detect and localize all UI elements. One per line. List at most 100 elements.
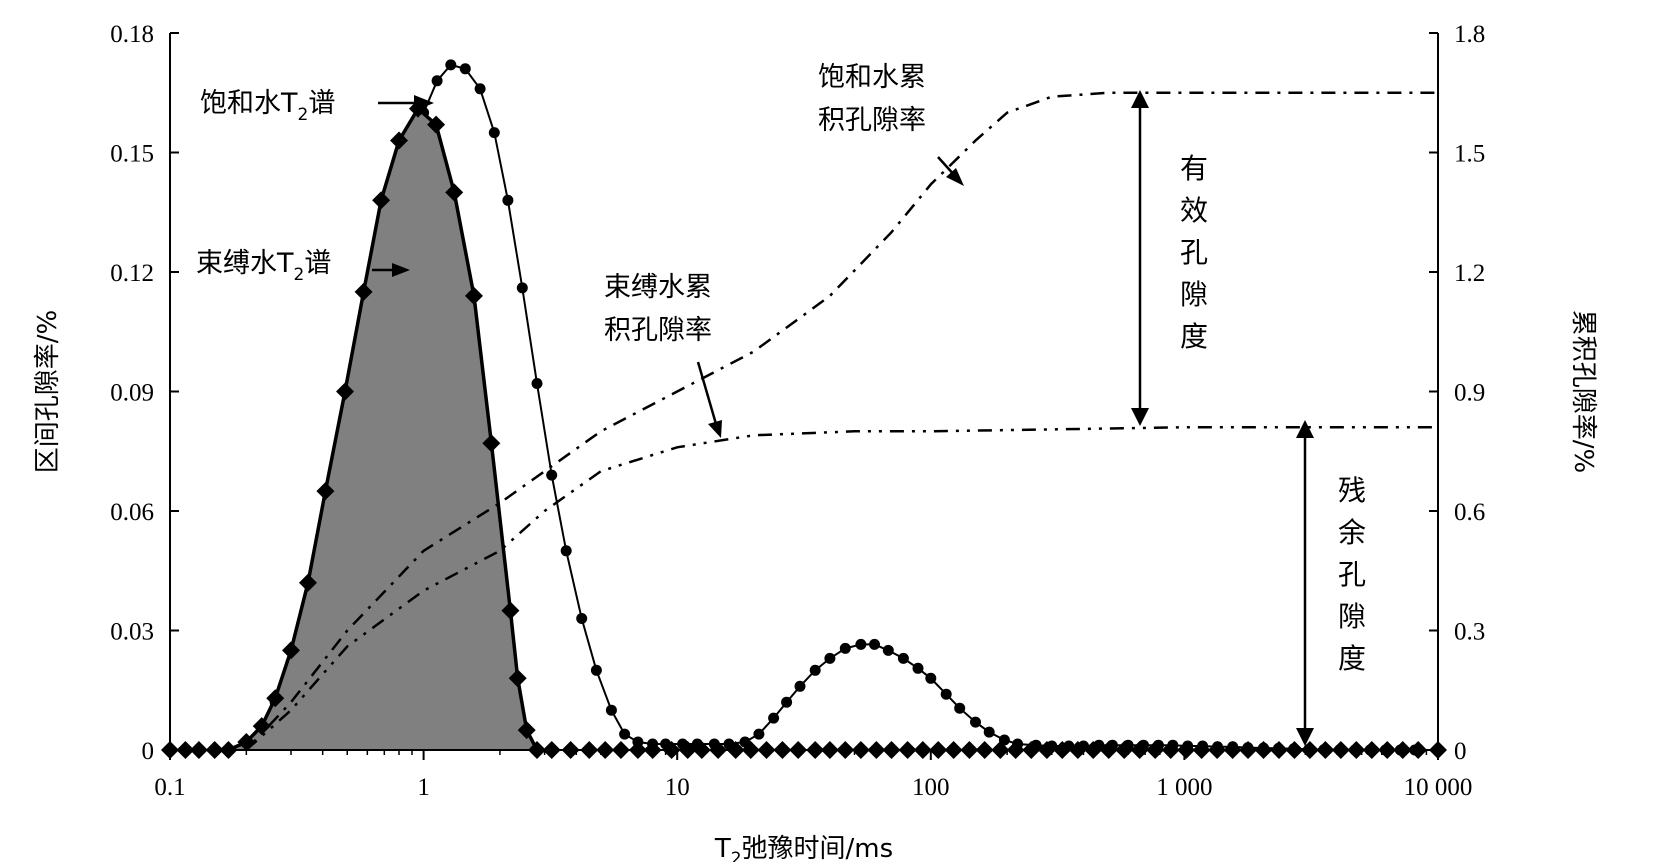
arrowhead (1131, 90, 1149, 108)
y-left-tick-label: 0.09 (110, 380, 154, 407)
saturated-point (576, 613, 588, 624)
bound-cum-arrow (696, 361, 718, 425)
x-tick-label: 1 000 (1156, 774, 1212, 801)
bound-cum-label-line1: 束缚水累 (604, 272, 712, 303)
arrowhead (1131, 408, 1149, 426)
bound-point (501, 601, 520, 620)
y-right-tick-label: 0.6 (1454, 499, 1485, 526)
bound-point (298, 573, 317, 592)
y-left-tick-label: 0.12 (110, 260, 154, 287)
bound-point (336, 382, 355, 401)
axes: 0 0.03 0.06 0.09 0.12 0.15 0.18 0 0.3 0.6 0.9 1.2 1.… (33, 21, 1598, 862)
saturated-point (855, 638, 867, 650)
bound-point (390, 131, 409, 150)
x-tick-label: 0.1 (154, 774, 185, 801)
y-right-tick-label: 1.2 (1454, 260, 1485, 287)
x-tick-label: 10 (665, 774, 690, 801)
bound-point (281, 641, 300, 660)
saturated-point (605, 704, 617, 716)
effective-porosity-char: 孔 (1180, 236, 1208, 269)
saturated-point (768, 712, 780, 724)
saturated-cum-label-line1: 饱和水累 (818, 62, 926, 93)
x-tick-label: 10 000 (1404, 774, 1473, 801)
saturated-point (897, 652, 909, 664)
bound-cum-label-line2: 积孔隙率 (604, 315, 712, 346)
saturated-point (502, 194, 514, 206)
y-right-tick-label: 0 (1454, 738, 1467, 765)
saturated-point (954, 702, 966, 714)
arrow-heads (392, 90, 1314, 746)
y-right-tick-label: 0.9 (1454, 380, 1485, 407)
y-left-tick-label: 0.18 (110, 21, 154, 48)
saturated-point (940, 688, 952, 700)
residual-porosity-char: 度 (1338, 642, 1366, 675)
saturated-point (546, 469, 558, 481)
y-left-tick-label: 0 (142, 738, 155, 765)
effective-porosity-char: 度 (1180, 320, 1208, 353)
series-line-3 (245, 426, 1438, 751)
residual-porosity-char: 余 (1338, 516, 1366, 549)
arrowhead (1296, 728, 1314, 746)
saturated-point (809, 664, 821, 676)
effective-porosity-char: 效 (1180, 194, 1208, 227)
saturated-point (619, 728, 631, 740)
y-right-tick-label: 0.3 (1454, 619, 1485, 646)
effective-porosity-char: 隙 (1180, 278, 1208, 311)
effective-porosity-label: 有 效 孔 隙 度 (1180, 152, 1208, 353)
saturated-point (781, 696, 793, 708)
y-right-tick-label: 1.5 (1454, 141, 1485, 168)
saturated-point (983, 726, 995, 738)
saturated-point (459, 63, 471, 75)
saturated-point (474, 83, 486, 95)
series-3 (245, 426, 1438, 751)
bound-spectrum-area (228, 108, 537, 750)
saturated-point (824, 652, 836, 664)
saturated-point (869, 638, 880, 650)
bound-spectrum-label: 束缚水T2谱 (196, 248, 331, 285)
arrowhead (946, 168, 964, 186)
saturated-spectrum-label: 饱和水T2谱 (200, 88, 335, 125)
saturated-point (753, 728, 765, 740)
annotation-arrows (372, 98, 1307, 738)
saturated-cum-label-line2: 积孔隙率 (818, 105, 926, 136)
bound-spectrum-line (227, 105, 539, 752)
saturated-point (970, 716, 981, 728)
x-tick-label: 1 (417, 774, 430, 801)
y-right-tick-label: 1.8 (1454, 21, 1485, 48)
y-left-tick-label: 0.03 (110, 619, 154, 646)
residual-porosity-char: 隙 (1338, 600, 1366, 633)
bound-point (372, 191, 391, 210)
plot-series (161, 59, 1447, 759)
effective-porosity-char: 有 (1180, 152, 1208, 185)
arrowhead (414, 95, 434, 111)
x-axis-title: T2弛豫时间/ms (714, 834, 893, 862)
saturated-point (794, 680, 806, 692)
saturated-point (445, 59, 457, 71)
bound-point (517, 721, 536, 740)
residual-porosity-label: 残 余 孔 隙 度 (1338, 474, 1366, 675)
annotations: 饱和水T2谱 束缚水T2谱 饱和水累 积孔隙率 束缚水累 积孔隙率 有 效 孔 … (196, 62, 1366, 746)
bound-point (266, 689, 285, 708)
saturated-point (912, 662, 924, 674)
saturated-point (516, 282, 528, 294)
bound-point (354, 282, 373, 301)
bound-point (464, 286, 483, 305)
arrowhead (708, 420, 722, 438)
saturated-point (839, 642, 851, 654)
arrowhead (392, 263, 410, 277)
saturated-point (882, 644, 894, 656)
saturated-point (925, 672, 937, 684)
saturated-point (488, 127, 500, 139)
saturated-point (431, 75, 443, 87)
saturated-point (531, 378, 543, 389)
y-left-axis-title: 区间孔隙率/% (33, 310, 63, 473)
bound-point (316, 482, 335, 501)
bound-point (427, 115, 446, 134)
y-left-tick-label: 0.06 (110, 499, 154, 526)
series-1 (161, 99, 1447, 759)
y-left-tick-label: 0.15 (110, 141, 154, 168)
saturated-point (590, 664, 602, 676)
bound-point (445, 183, 464, 202)
